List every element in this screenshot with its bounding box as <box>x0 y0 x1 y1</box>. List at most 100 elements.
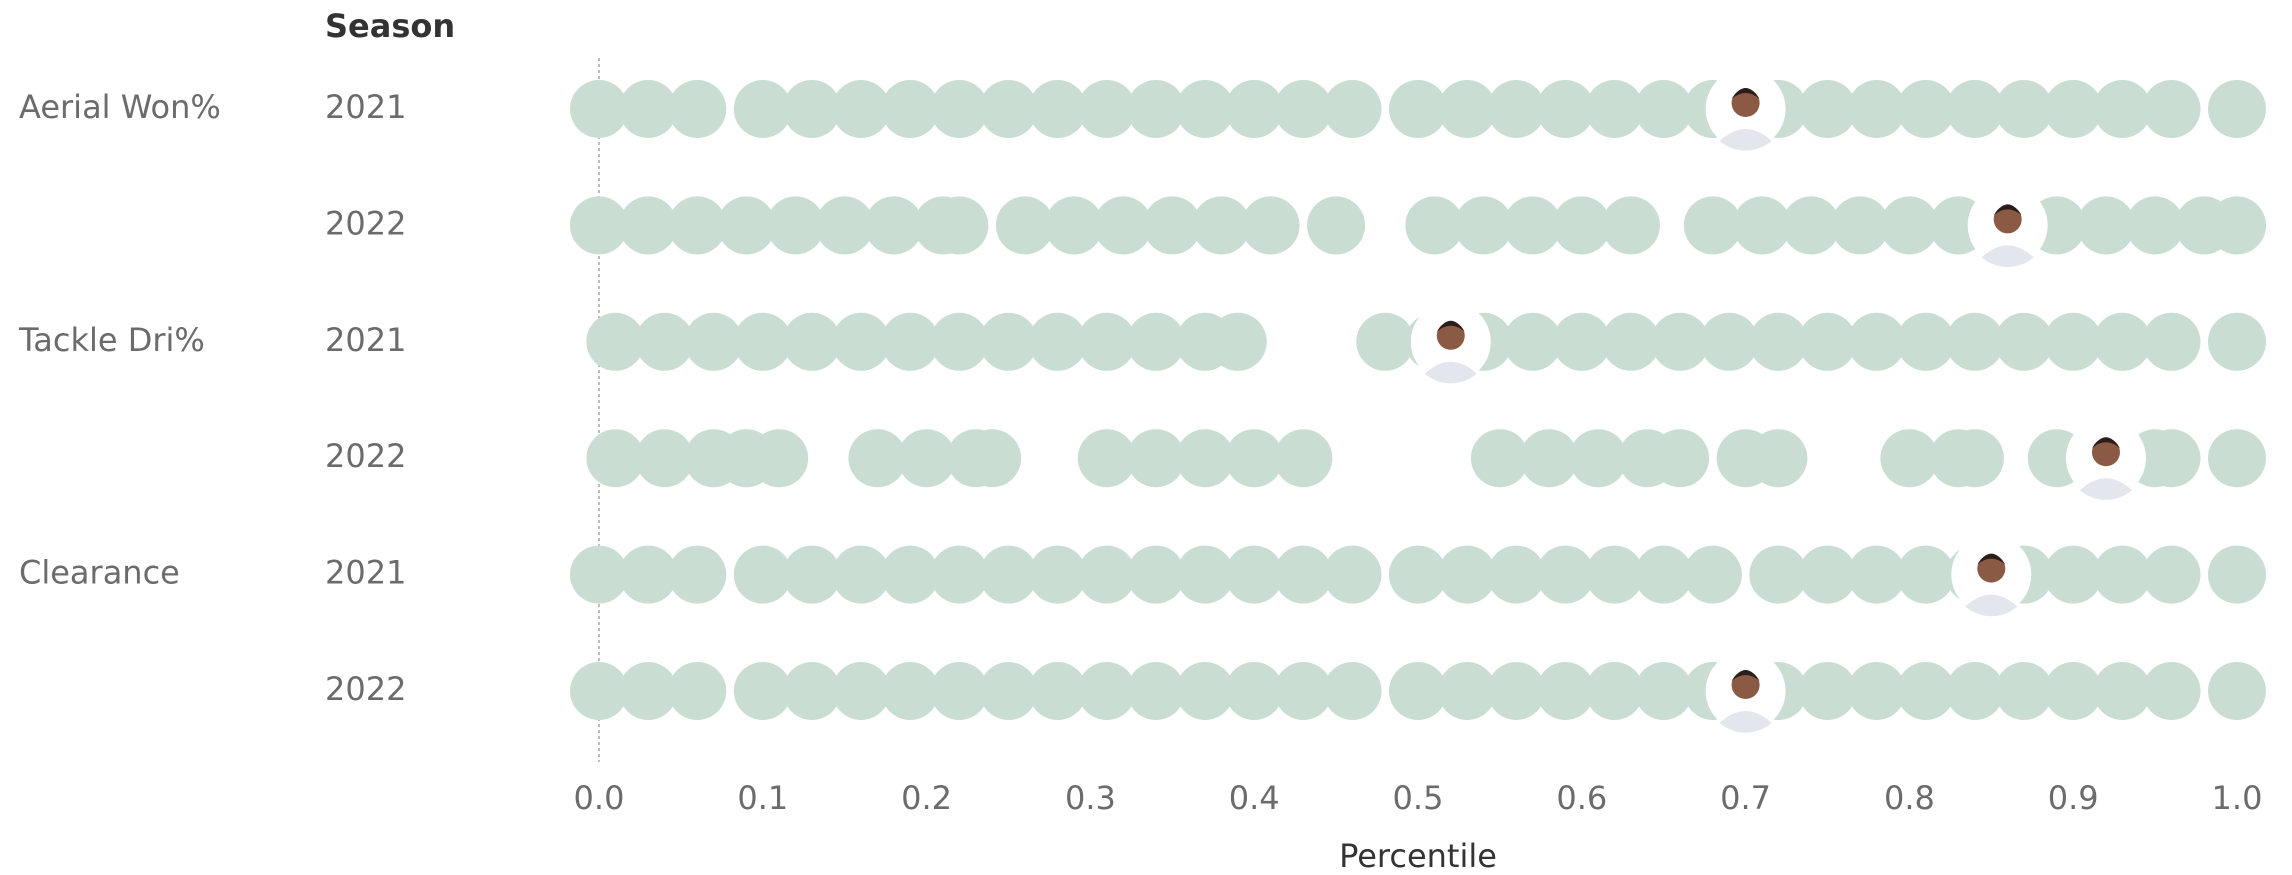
dot <box>717 196 776 255</box>
dot <box>1487 662 1546 720</box>
dot <box>1405 196 1464 255</box>
dot <box>1225 545 1284 604</box>
dot <box>1847 662 1906 720</box>
dot <box>1470 429 1529 488</box>
dot <box>2093 662 2152 720</box>
dot <box>1094 196 1153 255</box>
dot <box>815 196 874 255</box>
dot <box>586 429 645 488</box>
dot <box>1749 545 1808 604</box>
dot <box>1585 662 1644 720</box>
dot <box>2208 662 2266 720</box>
dot <box>1536 545 1595 604</box>
dot <box>1880 429 1939 488</box>
dot <box>586 312 645 371</box>
dot <box>1045 196 1104 255</box>
metric-label: Aerial Won% <box>19 88 221 126</box>
dot <box>1438 545 1497 604</box>
dot <box>668 196 727 255</box>
dot <box>782 662 841 720</box>
dot <box>2044 545 2103 604</box>
dot <box>1651 312 1710 371</box>
dot <box>1683 196 1742 255</box>
dot <box>782 312 841 371</box>
dot <box>930 545 989 604</box>
dot <box>1569 429 1628 488</box>
dot <box>930 312 989 371</box>
dot <box>782 545 841 604</box>
dot <box>1028 662 1087 720</box>
player-marker <box>1705 651 1786 733</box>
dot <box>963 429 1022 488</box>
dot <box>635 429 694 488</box>
x-tick-label: 0.9 <box>2048 779 2099 817</box>
dot <box>1683 545 1742 604</box>
x-tick-label: 0.5 <box>1393 779 1444 817</box>
player-hair <box>1731 670 1760 681</box>
dot <box>2142 545 2201 604</box>
player-shirt <box>1719 129 1772 151</box>
dot <box>1552 312 1611 371</box>
dot <box>619 545 678 604</box>
dot <box>1077 545 1136 604</box>
player-hair <box>1993 204 2022 216</box>
season-label: 2021 <box>325 554 406 592</box>
player-hair <box>2091 437 2120 449</box>
dot <box>1438 662 1497 720</box>
dot <box>832 312 891 371</box>
player-shirt <box>1965 594 2018 617</box>
dot <box>1208 312 1267 371</box>
dot <box>1225 429 1284 488</box>
dot <box>1536 80 1595 138</box>
dot <box>2208 545 2266 604</box>
dot <box>881 662 940 720</box>
dot <box>1323 80 1382 138</box>
dot <box>1389 662 1447 720</box>
dot <box>1634 80 1693 138</box>
dot <box>930 662 989 720</box>
dot <box>1749 429 1808 488</box>
dot <box>1880 196 1939 255</box>
dot <box>832 545 891 604</box>
dot <box>1896 80 1955 138</box>
player-marker <box>1410 301 1491 384</box>
dot <box>1995 662 2054 720</box>
dot <box>1356 312 1415 371</box>
dot <box>2093 312 2152 371</box>
dot <box>1798 662 1857 720</box>
dot <box>1192 196 1251 255</box>
player-shirt <box>1719 711 1772 733</box>
dot <box>864 196 923 255</box>
player-face <box>1731 89 1760 117</box>
dot <box>1028 312 1087 371</box>
player-face <box>1977 554 2006 583</box>
dot <box>635 312 694 371</box>
dot <box>1847 80 1906 138</box>
dot <box>1896 662 1955 720</box>
dot <box>1831 196 1890 255</box>
dot <box>2093 545 2152 604</box>
dot <box>2093 80 2152 138</box>
dot <box>1126 545 1185 604</box>
dot <box>1503 196 1562 255</box>
dot <box>1389 545 1447 604</box>
x-tick-label: 0.8 <box>1884 779 1935 817</box>
dot <box>1077 312 1136 371</box>
dot <box>1651 429 1710 488</box>
dot <box>1077 80 1136 138</box>
dot <box>668 80 727 138</box>
dot <box>2126 196 2185 255</box>
dot <box>1389 80 1447 138</box>
dot <box>1700 312 1759 371</box>
dot <box>668 545 727 604</box>
dot <box>1454 196 1513 255</box>
x-tick-label: 0.2 <box>901 779 952 817</box>
player-shirt <box>1981 245 2034 268</box>
dot <box>1945 80 2004 138</box>
dot <box>1028 80 1087 138</box>
dot <box>979 662 1038 720</box>
dot <box>979 80 1038 138</box>
x-tick-label: 0.1 <box>737 779 788 817</box>
dot <box>1995 312 2054 371</box>
x-tick-label: 1.0 <box>2212 779 2263 817</box>
